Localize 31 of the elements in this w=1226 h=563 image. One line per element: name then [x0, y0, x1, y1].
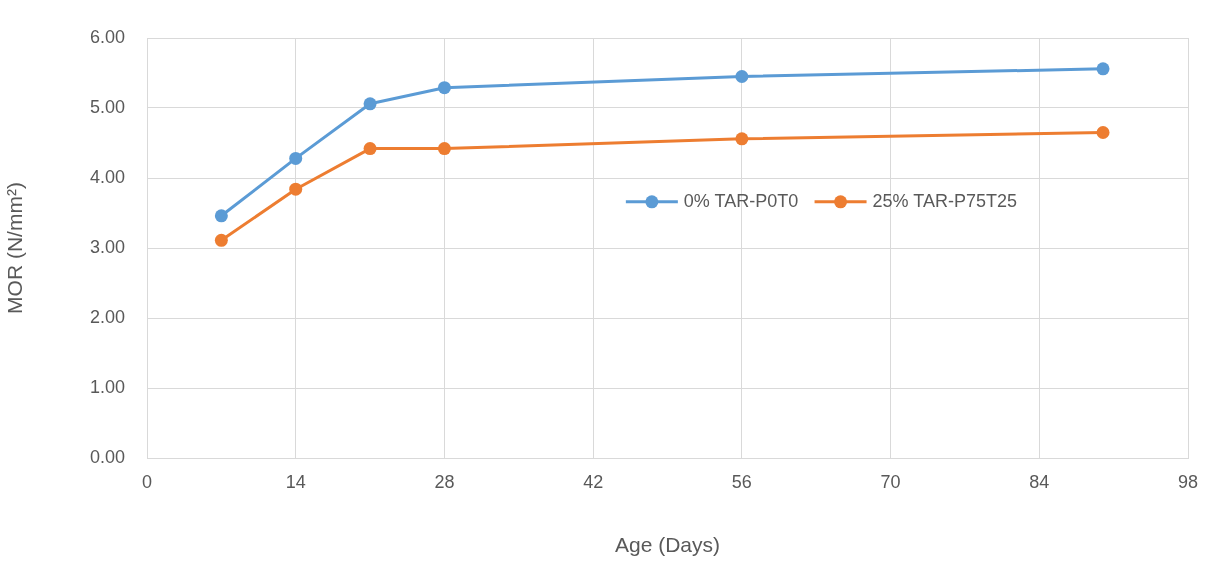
legend-label: 25% TAR-P75T25: [872, 190, 1017, 211]
y-axis-title: MOR (N/mm²): [3, 182, 27, 314]
point: [363, 142, 377, 156]
point: [214, 209, 228, 223]
x-tick-label: 84: [1029, 471, 1050, 492]
y-tick-label: 5.00: [89, 96, 125, 117]
x-tick-label: 28: [434, 471, 455, 492]
point: [735, 70, 749, 83]
point: [1096, 126, 1110, 139]
x-tick-label: 0: [141, 471, 153, 492]
y-tick-label: 3.00: [89, 236, 125, 257]
x-tick-label: 56: [731, 471, 752, 492]
x-tick-label: 14: [285, 471, 306, 492]
y-tick-label: 2.00: [89, 306, 125, 327]
y-tick-label: 4.00: [89, 166, 125, 187]
y-tick-label: 1.00: [89, 376, 125, 397]
point: [214, 233, 228, 247]
point: [289, 151, 303, 165]
point: [437, 81, 451, 95]
x-tick-label: 70: [880, 471, 901, 492]
y-tick-label: 0.00: [89, 446, 125, 467]
point: [1096, 62, 1110, 76]
x-axis-title: Age (Days): [614, 533, 721, 557]
x-tick-label: 42: [583, 471, 604, 492]
legend-label: 0% TAR-P0T0: [683, 190, 799, 211]
x-tick-label: 98: [1177, 471, 1199, 492]
point: [363, 97, 377, 111]
point: [437, 142, 451, 156]
y-tick-label: 6.00: [89, 26, 125, 47]
point: [735, 132, 749, 146]
point: [289, 182, 303, 196]
